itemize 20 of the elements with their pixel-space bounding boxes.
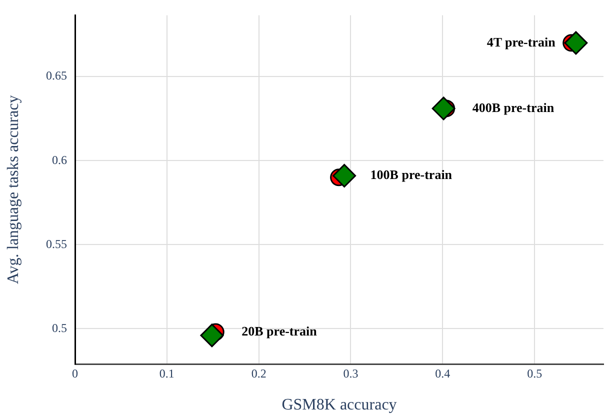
- point: [332, 164, 356, 188]
- x-tick-label: 0.1: [159, 366, 174, 380]
- y-tick-label: 0.65: [46, 68, 67, 83]
- annotation: 4T pre-train: [486, 34, 556, 50]
- x-tick-label: 0: [72, 366, 78, 380]
- y-tick-label: 0.55: [46, 236, 67, 251]
- x-tick-label: 0.2: [251, 366, 266, 380]
- x-tick-label: 0.4: [435, 366, 450, 380]
- point: [564, 31, 588, 55]
- point: [200, 324, 224, 348]
- annotation: 100B pre-train: [370, 167, 453, 182]
- y-axis-title: Avg. language tasks accuracy: [4, 95, 22, 284]
- x-axis-title: GSM8K accuracy: [282, 396, 397, 414]
- y-tick-label: 0.5: [52, 320, 67, 335]
- y-tick-label: 0.6: [52, 152, 67, 167]
- point: [432, 96, 456, 120]
- annotation: 20B pre-train: [242, 323, 318, 338]
- x-tick-label: 0.3: [343, 366, 358, 380]
- annotation: 400B pre-train: [472, 100, 555, 115]
- x-tick-label: 0.5: [527, 366, 542, 380]
